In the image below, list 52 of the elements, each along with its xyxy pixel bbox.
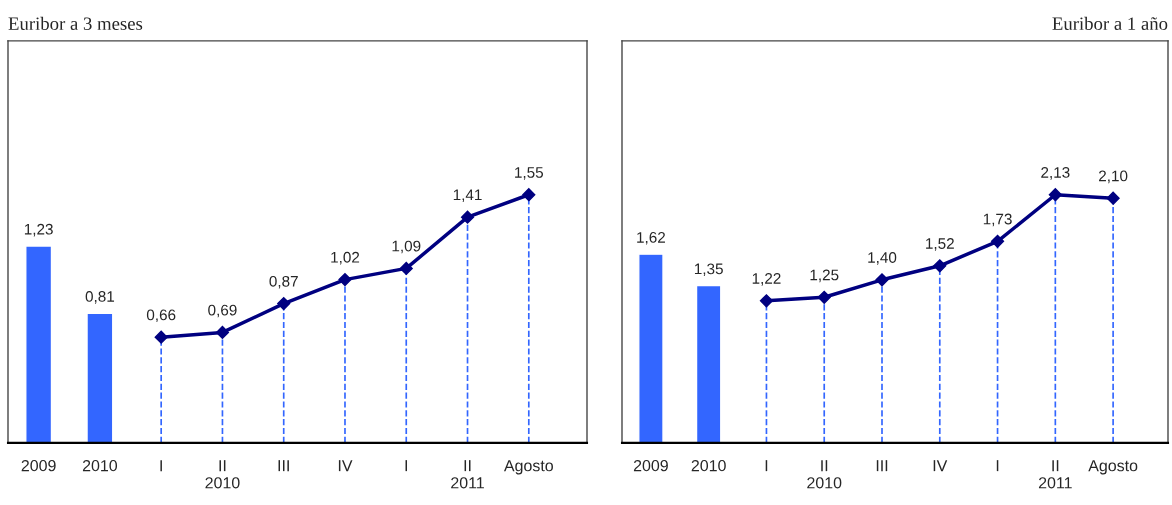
data-label: 1,52	[926, 238, 954, 251]
point	[875, 273, 889, 287]
data-label: 0,66	[146, 309, 176, 323]
x-tick-label: IV	[933, 460, 948, 472]
data-label: 1,22	[752, 273, 781, 286]
point	[277, 297, 291, 311]
x-tick-label: II 2010	[205, 460, 240, 489]
point	[933, 259, 947, 273]
data-label: 2,13	[1041, 167, 1070, 180]
x-tick-label: 2009	[21, 459, 56, 472]
point	[460, 210, 475, 224]
point	[338, 273, 352, 287]
data-label: 1,41	[453, 189, 482, 203]
point	[154, 330, 168, 344]
x-tick-label: I	[996, 460, 999, 472]
chart-title: Euribor a 3 meses	[8, 16, 143, 30]
data-label: 2,10	[1099, 170, 1128, 184]
x-tick-label: 2009	[633, 459, 668, 472]
x-tick-label: III	[278, 460, 289, 472]
x-tick-label: II 2010	[807, 460, 842, 489]
data-label: 0,81	[85, 291, 115, 304]
x-tick-label: I	[765, 460, 768, 472]
x-tick-label: Agosto	[1088, 460, 1138, 475]
x-tick-label: III	[876, 460, 888, 472]
data-label: 1,09	[392, 240, 421, 254]
x-tick-label: I	[405, 460, 407, 472]
data-label: 1,62	[637, 231, 665, 245]
data-label: 1,02	[331, 251, 360, 265]
point	[522, 188, 536, 202]
data-label: 0,69	[208, 304, 237, 318]
x-tick-label: 2010	[691, 459, 726, 472]
x-tick-label: IV	[338, 460, 353, 472]
data-label: 1,23	[24, 223, 53, 237]
x-tick-label: II 2011	[1038, 460, 1072, 489]
point	[399, 261, 413, 275]
x-tick-label: I	[160, 460, 162, 472]
data-label: 0,87	[269, 275, 298, 289]
x-tick-label: 2010	[82, 459, 118, 472]
point	[1106, 191, 1120, 205]
chart-title: Euribor a 1 año	[1052, 16, 1168, 30]
point	[215, 325, 230, 340]
point	[817, 290, 831, 304]
point	[759, 294, 774, 308]
x-tick-label: Agosto	[503, 460, 553, 475]
point	[1048, 188, 1062, 202]
point	[990, 234, 1005, 248]
data-label: 1,73	[983, 213, 1012, 227]
data-label: 1,55	[515, 167, 544, 180]
data-label: 1,25	[810, 269, 839, 283]
data-label: 1,35	[694, 263, 723, 277]
data-label: 1,40	[868, 252, 897, 265]
x-tick-label: II 2011	[451, 460, 484, 489]
